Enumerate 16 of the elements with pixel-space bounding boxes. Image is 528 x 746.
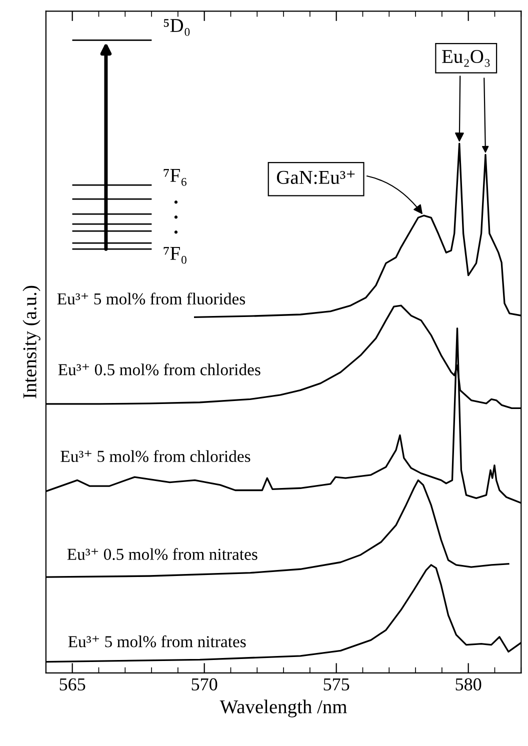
series-label: Eu³⁺ 5 mol% from fluorides bbox=[57, 292, 246, 305]
x-axis-title: Wavelength /nm bbox=[220, 700, 347, 718]
y-axis-title: Intensity (a.u.) bbox=[22, 286, 40, 398]
x-tick-label: 565 bbox=[60, 678, 86, 690]
x-tick-label: 570 bbox=[192, 678, 218, 690]
annotation: ⁷F₀ bbox=[164, 247, 186, 264]
x-tick-label: 575 bbox=[324, 678, 350, 690]
text: ⁵D₀ bbox=[164, 19, 190, 36]
annotation: ⁷F₆ bbox=[164, 169, 186, 186]
annotation: GaN:Eu³⁺ bbox=[276, 170, 355, 184]
series-label: Eu³⁺ 0.5 mol% from chlorides bbox=[58, 363, 260, 376]
annotation: Eu₂O₃ bbox=[442, 50, 490, 67]
series-label: Eu³⁺ 0.5 mol% from nitrates bbox=[67, 548, 258, 560]
series-label: Eu³⁺ 5 mol% from chlorides bbox=[60, 450, 250, 462]
x-tick-label: 580 bbox=[456, 678, 482, 690]
series-label: Eu³⁺ 5 mol% from nitrates bbox=[68, 635, 246, 648]
